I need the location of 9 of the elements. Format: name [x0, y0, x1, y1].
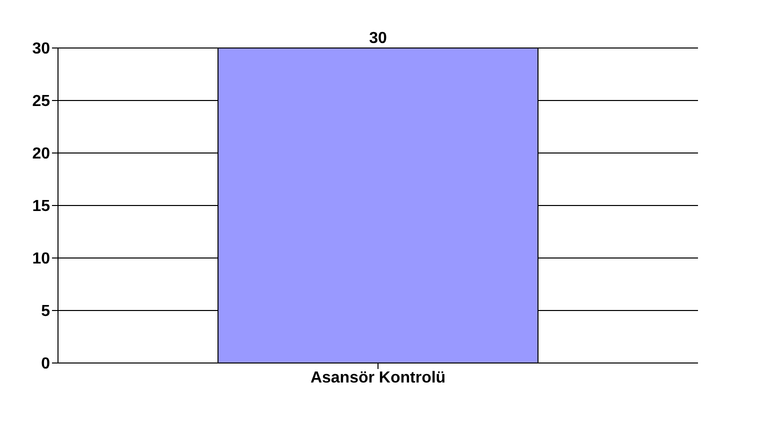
y-tick-label: 30	[32, 40, 50, 58]
x-tick-label: Asansör Kontrolü	[310, 369, 446, 386]
y-tick-label: 15	[32, 198, 50, 216]
data-label: 30	[369, 30, 387, 47]
y-tick-label: 20	[32, 146, 50, 163]
y-tick-label: 5	[41, 303, 50, 320]
y-tick-label: 0	[41, 356, 50, 373]
y-tick-label: 25	[32, 93, 50, 110]
y-tick-label: 10	[32, 250, 50, 268]
